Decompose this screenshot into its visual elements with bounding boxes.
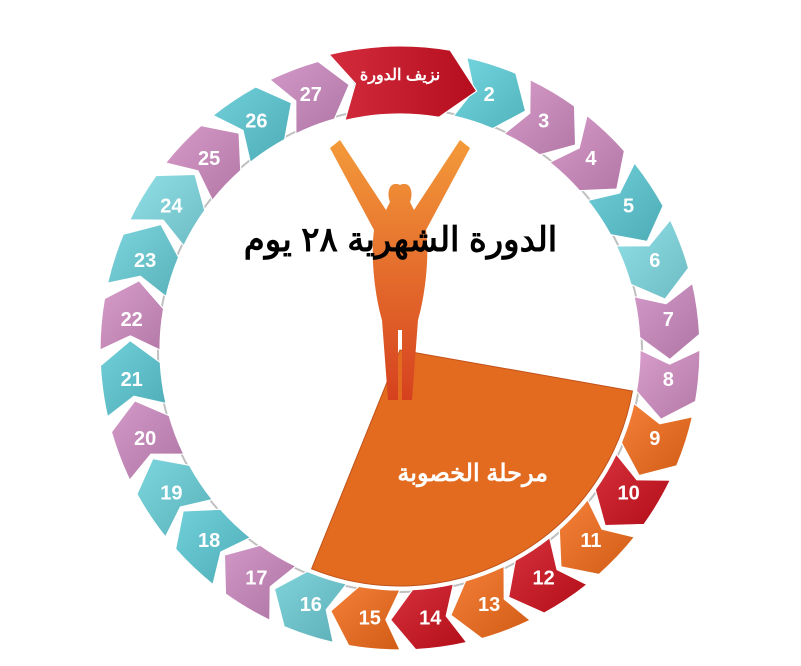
day-number-19: 19	[160, 483, 182, 505]
day-number-20: 20	[134, 428, 156, 450]
day-number-9: 9	[649, 428, 660, 450]
day-number-26: 26	[245, 110, 267, 132]
fertility-label: مرحلة الخصوبة	[397, 460, 548, 488]
day-number-7: 7	[663, 309, 674, 331]
day-number-21: 21	[121, 369, 143, 391]
day-number-8: 8	[663, 369, 674, 391]
day-number-24: 24	[160, 195, 183, 217]
day-number-15: 15	[359, 607, 381, 629]
day-number-22: 22	[121, 309, 143, 331]
day-number-3: 3	[538, 110, 549, 132]
bleeding-label: نزيف الدورة	[360, 67, 440, 85]
day-number-13: 13	[478, 594, 500, 616]
day-number-12: 12	[533, 568, 555, 590]
day-number-27: 27	[300, 84, 322, 106]
day-number-18: 18	[198, 530, 220, 552]
day-number-25: 25	[198, 148, 220, 170]
day-number-17: 17	[245, 568, 267, 590]
cycle-diagram: مرحلة الخصوبة123456789101112131415161718…	[0, 0, 801, 661]
day-number-5: 5	[623, 195, 634, 217]
day-number-2: 2	[484, 84, 495, 106]
day-number-10: 10	[617, 483, 639, 505]
day-number-11: 11	[580, 530, 601, 552]
main-title: الدورة الشهرية ٢٨ يوم	[0, 220, 801, 260]
day-number-14: 14	[419, 607, 442, 629]
day-number-4: 4	[585, 148, 597, 170]
day-number-16: 16	[300, 594, 322, 616]
